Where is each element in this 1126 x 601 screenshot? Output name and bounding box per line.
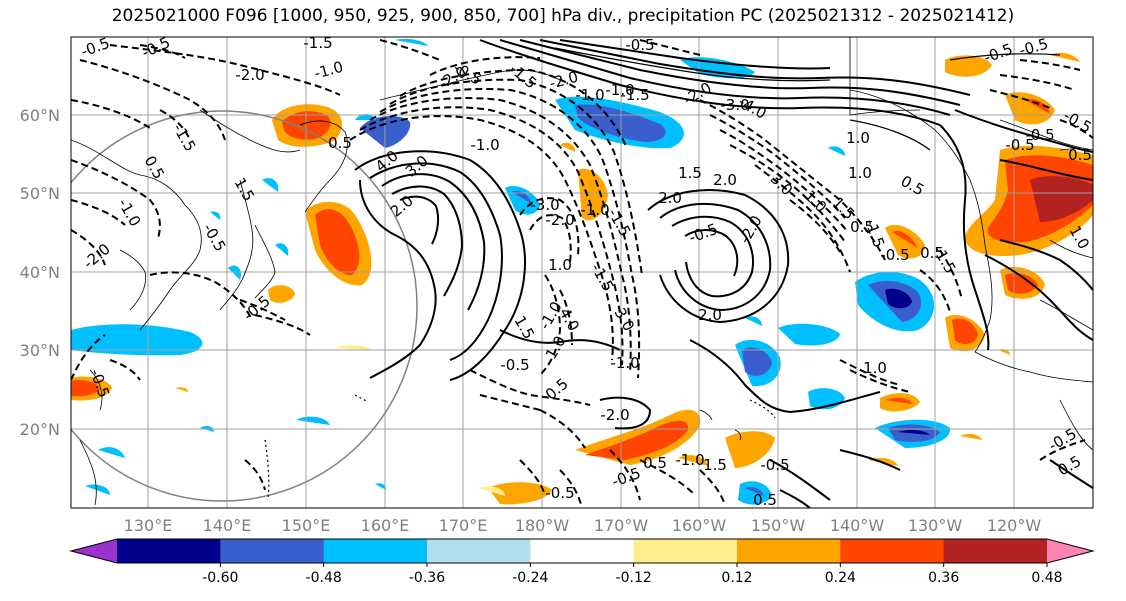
lon-label: 150°W bbox=[751, 516, 806, 535]
contour-label: -1.0 bbox=[470, 136, 499, 154]
contour-label: 0.5 bbox=[920, 244, 944, 262]
lon-label: 180°W bbox=[515, 516, 570, 535]
lon-label: 170°E bbox=[439, 516, 488, 535]
colorbar-tick-label: -0.48 bbox=[306, 570, 342, 586]
dotted-contours bbox=[264, 394, 776, 501]
contour-label: -2.0 bbox=[600, 406, 629, 424]
colorbar-segment bbox=[943, 539, 1048, 563]
longitude-labels: 130°E 140°E 150°E 160°E 170°E 180°W 170°… bbox=[124, 516, 1042, 535]
colorbar: -0.60 -0.48 -0.36 -0.24 -0.12 0.12 0.24 0.36 0.4… bbox=[69, 538, 1095, 586]
colorbar-segment bbox=[427, 539, 531, 563]
contour-label: -0.5 bbox=[1005, 136, 1034, 154]
contour-label: -3.0 bbox=[530, 196, 559, 214]
lat-label: 60°N bbox=[20, 106, 60, 125]
contour-label: 2.0 bbox=[713, 171, 737, 189]
lon-label: 160°E bbox=[361, 516, 410, 535]
contour-label: -1.0 bbox=[605, 81, 634, 99]
colorbar-segment bbox=[840, 539, 945, 563]
colorbar-outline bbox=[69, 538, 1095, 564]
lat-label: 50°N bbox=[20, 184, 60, 203]
negative-contours bbox=[71, 39, 1093, 508]
lon-label: 170°W bbox=[594, 516, 649, 535]
contour-label: 1.0 bbox=[863, 359, 887, 377]
contour-label: -2.0 bbox=[235, 66, 264, 84]
colorbar-segment bbox=[220, 539, 325, 563]
contour-label: -1.0 bbox=[580, 201, 609, 219]
lon-label: 130°E bbox=[124, 516, 173, 535]
contour-label: 1.0 bbox=[846, 129, 870, 147]
lon-label: 160°W bbox=[672, 516, 727, 535]
colorbar-tick-label: 0.36 bbox=[928, 570, 959, 586]
lat-label: 20°N bbox=[20, 420, 60, 439]
contour-label: 1.5 bbox=[703, 456, 727, 474]
colorbar-tick-label: -0.24 bbox=[512, 570, 548, 586]
colorbar-segment bbox=[737, 539, 841, 563]
contour-label: 1.0 bbox=[848, 164, 872, 182]
colorbar-tick-label: 0.12 bbox=[721, 570, 752, 586]
contour-label: -0.5 bbox=[500, 356, 529, 374]
colorbar-extend-min bbox=[71, 539, 117, 563]
contour-label: 0.5 bbox=[328, 134, 352, 152]
map-content bbox=[71, 37, 1093, 508]
contour-label: -1.0 bbox=[610, 354, 639, 372]
colorbar-tick-label: -0.12 bbox=[616, 570, 652, 586]
lat-label: 30°N bbox=[20, 341, 60, 360]
contour-label: 0.5 bbox=[850, 218, 874, 236]
contour-label: 2.0 bbox=[698, 306, 722, 324]
radius-circle bbox=[71, 110, 418, 502]
contour-label: 1.5 bbox=[678, 164, 702, 182]
colorbar-tick-label: 0.24 bbox=[825, 570, 856, 586]
lon-label: 140°E bbox=[203, 516, 252, 535]
graticule bbox=[71, 37, 1093, 508]
contour-label: -1.0 bbox=[575, 86, 604, 104]
map-frame bbox=[70, 36, 1094, 509]
contour-label: -1.0 bbox=[675, 451, 704, 469]
lat-label: 40°N bbox=[20, 263, 60, 282]
colorbar-tick-label: 0.48 bbox=[1031, 570, 1062, 586]
contour-label: -1.5 bbox=[303, 34, 332, 52]
contour-label: -0.5 bbox=[545, 484, 574, 502]
contour-label: 1.0 bbox=[548, 256, 572, 274]
colorbar-segment bbox=[117, 539, 221, 563]
lon-label: 150°E bbox=[282, 516, 331, 535]
thin-contours bbox=[554, 47, 1061, 151]
colorbar-tick-label: -0.60 bbox=[202, 570, 238, 586]
colorbar-segment bbox=[530, 539, 635, 563]
colorbar-segment bbox=[633, 539, 738, 563]
contour-label: -1.5 bbox=[620, 86, 649, 104]
colorbar-tick-label: -0.36 bbox=[409, 570, 445, 586]
contour-label: -3.0 bbox=[720, 96, 749, 114]
contour-label: -0.5 bbox=[760, 456, 789, 474]
contour-label: -0.5 bbox=[880, 246, 909, 264]
lon-label: 120°W bbox=[987, 516, 1042, 535]
contour-label: 2.0 bbox=[658, 189, 682, 207]
contour-label: 0.5 bbox=[753, 491, 777, 509]
map-title: 2025021000 F096 [1000, 950, 925, 900, 85… bbox=[111, 6, 1015, 26]
contour-label: -0.5 bbox=[625, 36, 654, 54]
contour-label: -2.0 bbox=[545, 211, 574, 229]
lon-label: 130°W bbox=[908, 516, 963, 535]
colorbar-extend-max bbox=[1047, 539, 1093, 563]
contour-label: 0.5 bbox=[643, 454, 667, 472]
contour-label: 0.5 bbox=[1068, 146, 1092, 164]
contour-label: -0.5 bbox=[1025, 126, 1054, 144]
lon-label: 140°W bbox=[830, 516, 885, 535]
colorbar-segment bbox=[323, 539, 428, 563]
latitude-labels: 60°N 50°N 40°N 30°N 20°N bbox=[20, 106, 60, 439]
